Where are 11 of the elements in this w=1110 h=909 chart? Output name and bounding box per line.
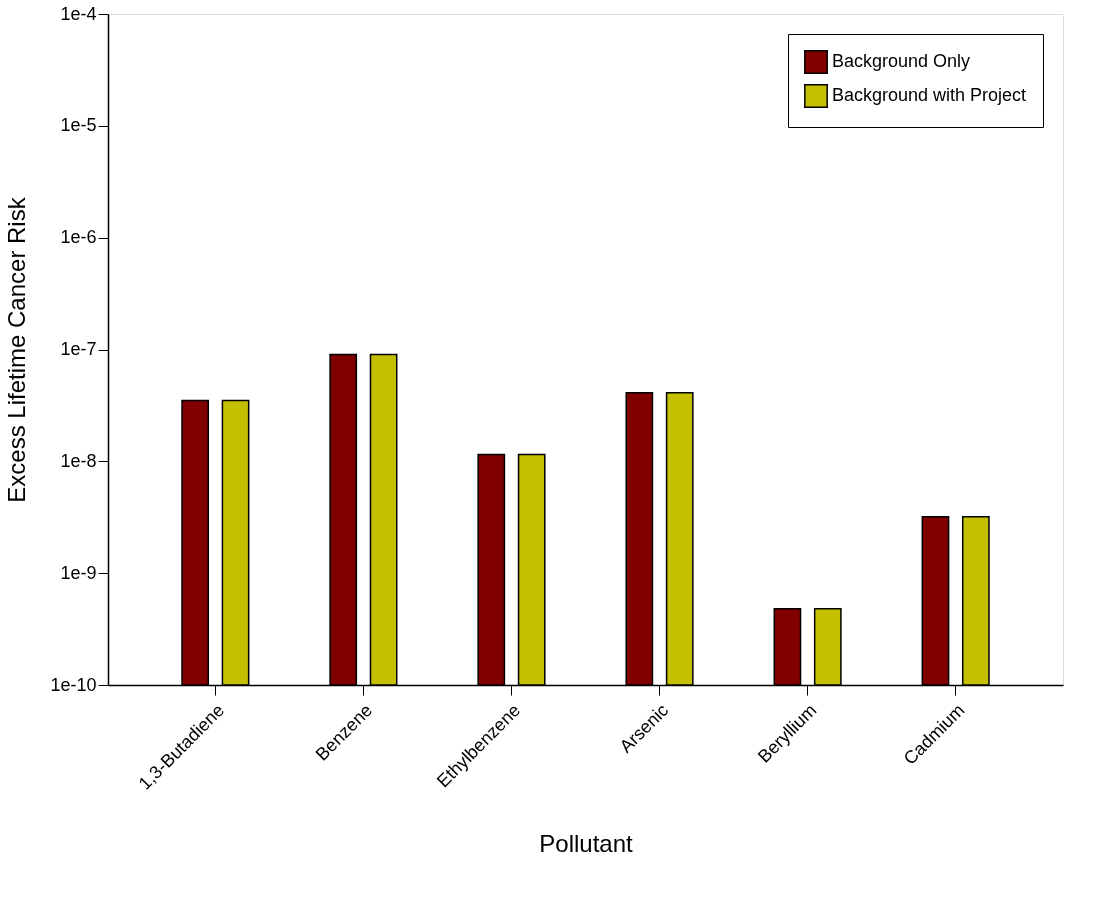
y-tick-label: 1e-4 xyxy=(60,3,97,24)
y-tick-label: 1e-7 xyxy=(60,339,97,359)
x-axis-title: Pollutant xyxy=(539,830,634,858)
y-tick-label: 1e-9 xyxy=(60,562,97,583)
y-tick-label: 1e-10 xyxy=(50,674,97,695)
legend-label: Background Only xyxy=(832,51,971,71)
y-tick-label: 1e-5 xyxy=(60,115,97,136)
y-tick-label: 1e-6 xyxy=(60,227,97,248)
y-axis-title: Excess Lifetime Cancer Risk xyxy=(3,196,31,503)
legend-label: Background with Project xyxy=(832,85,1027,105)
y-tick-label: 1e-8 xyxy=(60,450,97,471)
